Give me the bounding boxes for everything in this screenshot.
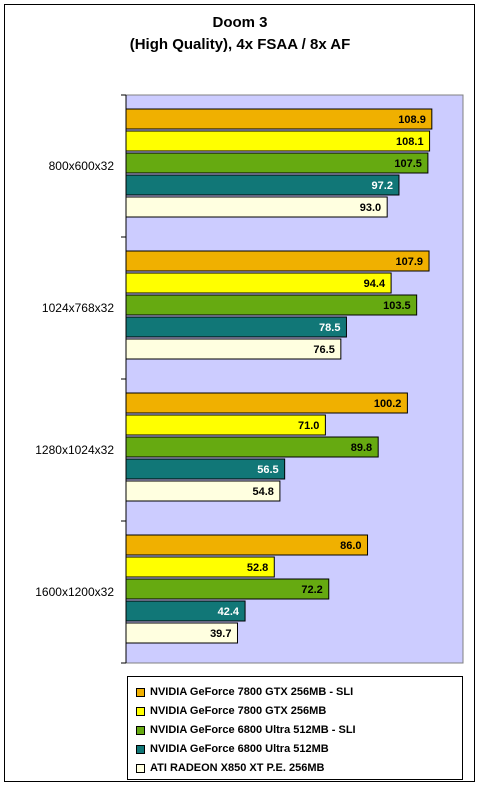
bar-chart: 108.9 108.1 107.597.2 93.0 107.9 94.4 103.5 78.… (35, 94, 464, 664)
category-label: 1024x768x32 (42, 301, 114, 315)
legend-item: NVIDIA GeForce 7800 GTX 256MB - SLI (136, 683, 353, 701)
bar (125, 338, 342, 360)
bar-value-label: 39.7 (210, 628, 231, 640)
legend-label: ATI RADEON X850 XT P.E. 256MB (150, 762, 325, 774)
bar-value-label: 86.0 (340, 540, 361, 552)
legend-label: NVIDIA GeForce 6800 Ultra 512MB (150, 743, 329, 755)
bar (125, 414, 326, 436)
category-label: 800x600x32 (49, 159, 115, 173)
bar (125, 316, 347, 338)
category-label: 1280x1024x32 (35, 443, 114, 457)
bar (125, 250, 430, 272)
bar-value-label: 56.5 (257, 464, 278, 476)
bar-value-label: 54.8 (252, 486, 273, 498)
bar-value-label: 52.8 (247, 562, 268, 574)
chart-subtitle: (High Quality), 4x FSAA / 8x AF (129, 36, 351, 53)
bar (125, 578, 330, 600)
bar (125, 152, 429, 174)
bar (125, 272, 392, 294)
bar-value-label: 108.1 (396, 136, 424, 148)
bar (125, 174, 400, 196)
bar (125, 392, 408, 414)
legend-swatch (136, 706, 145, 716)
bar-value-label: 93.0 (360, 202, 381, 214)
chart-title: Doom 3 (212, 14, 268, 31)
bar-value-label: 107.5 (394, 158, 422, 170)
legend-swatch (136, 725, 145, 735)
bar (125, 294, 418, 316)
legend-item: ATI RADEON X850 XT P.E. 256MB (136, 759, 324, 777)
legend-swatch (136, 763, 145, 773)
legend-item: NVIDIA GeForce 6800 Ultra 512MB - SLI (136, 721, 356, 739)
legend-swatch (136, 687, 145, 697)
bar-value-label: 100.2 (374, 398, 402, 410)
legend-label: NVIDIA GeForce 7800 GTX 256MB - SLI (150, 686, 354, 698)
bar-value-label: 71.0 (298, 420, 319, 432)
legend-label: NVIDIA GeForce 7800 GTX 256MB (150, 705, 327, 717)
category-label: 1600x1200x32 (35, 585, 114, 599)
bar-value-label: 89.8 (351, 442, 372, 454)
legend-label: NVIDIA GeForce 6800 Ultra 512MB - SLI (150, 724, 356, 736)
bar-value-label: 103.5 (383, 300, 411, 312)
bar-value-label: 94.4 (364, 278, 386, 290)
bar-value-label: 72.2 (301, 584, 322, 596)
bar-value-label: 108.9 (398, 114, 426, 126)
legend-swatch (136, 744, 145, 754)
bar-value-label: 107.9 (395, 256, 423, 268)
bar (125, 130, 431, 152)
bar-value-label: 76.5 (313, 344, 334, 356)
bar (125, 534, 369, 556)
chart-frame (4, 4, 475, 782)
bar-value-label: 97.2 (372, 180, 393, 192)
bar-value-label: 78.5 (319, 322, 340, 334)
legend-item: NVIDIA GeForce 6800 Ultra 512MB (136, 740, 329, 758)
bar-value-label: 42.4 (218, 606, 240, 618)
bar (125, 108, 433, 130)
legend-item: NVIDIA GeForce 7800 GTX 256MB (136, 702, 326, 720)
bar (125, 196, 388, 218)
legend: NVIDIA GeForce 7800 GTX 256MB - SLI NVIDI… (127, 676, 463, 780)
bar (125, 436, 379, 458)
